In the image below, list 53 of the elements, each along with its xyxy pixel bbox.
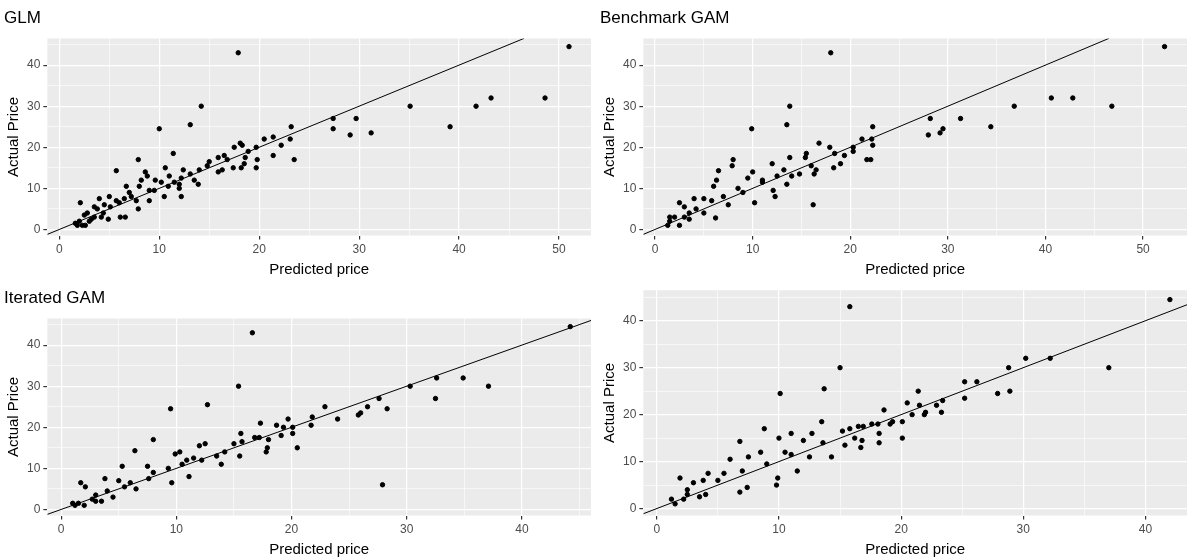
x-tick-label: 20: [894, 522, 909, 537]
x-tick-label: 0: [651, 242, 659, 257]
x-tick-label: 40: [1038, 242, 1053, 257]
chart-title: Iterated GAM: [4, 287, 106, 307]
y-tick-label: 20: [26, 419, 41, 434]
y-tick-label: 40: [26, 57, 41, 72]
x-axis-title: Predicted price: [865, 540, 966, 558]
x-tick-label: 20: [284, 522, 299, 537]
x-tick-label: 30: [941, 242, 955, 257]
chart-title: GLM: [4, 7, 41, 27]
x-tick-label: 0: [57, 522, 65, 537]
x-tick-label: 30: [1016, 522, 1031, 537]
x-tick-label: 50: [1136, 242, 1151, 257]
y-tick-label: 10: [622, 180, 637, 195]
x-tick-label: 10: [745, 242, 760, 257]
x-tick-label: 10: [152, 242, 167, 257]
x-tick-label: 0: [56, 242, 63, 257]
y-tick-label: 0: [33, 221, 41, 236]
x-axis-title: Predicted price: [865, 260, 966, 278]
y-tick-label: 30: [26, 98, 41, 113]
x-tick-label: 40: [452, 242, 467, 257]
y-tick-label: 40: [26, 337, 41, 352]
x-tick-label: 0: [653, 522, 661, 537]
y-axis-title: Actual Price: [600, 362, 618, 443]
y-tick-label: 10: [622, 453, 637, 468]
x-tick-label: 40: [1138, 522, 1153, 537]
x-tick-label: 10: [772, 522, 786, 537]
x-tick-label: 30: [400, 522, 414, 537]
y-axis-title: Actual Price: [600, 96, 618, 178]
x-tick-label: 50: [552, 242, 567, 257]
x-tick-label: 10: [169, 522, 184, 537]
x-tick-label: 20: [843, 242, 858, 257]
y-tick-label: 10: [26, 460, 41, 475]
y-tick-label: 0: [629, 500, 637, 515]
y-tick-label: 20: [622, 139, 637, 154]
y-tick-label: 0: [33, 501, 41, 516]
y-tick-label: 30: [622, 359, 637, 374]
y-tick-label: 10: [26, 180, 41, 195]
x-tick-label: 20: [252, 242, 267, 257]
x-axis-title: Predicted price: [269, 540, 370, 558]
y-tick-label: 0: [629, 221, 637, 236]
chart-title: Benchmark GAM: [600, 7, 730, 27]
x-tick-label: 30: [352, 242, 367, 257]
y-tick-label: 30: [26, 378, 41, 393]
y-tick-label: 40: [622, 57, 637, 72]
y-tick-label: 20: [26, 139, 41, 154]
y-tick-label: 30: [622, 98, 637, 113]
y-tick-label: 40: [622, 313, 637, 328]
y-axis-title: Actual Price: [4, 376, 22, 458]
x-axis-title: Predicted price: [269, 260, 370, 278]
x-tick-label: 40: [515, 522, 529, 537]
y-axis-title: Actual Price: [4, 96, 22, 178]
y-tick-label: 20: [622, 406, 637, 421]
